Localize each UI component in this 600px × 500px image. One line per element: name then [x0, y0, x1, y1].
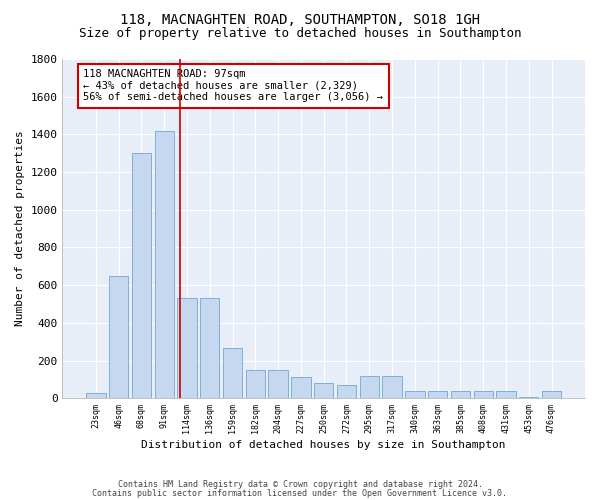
Bar: [291, 376, 311, 398]
Bar: [405, 390, 425, 398]
Bar: [155, 130, 174, 398]
Bar: [337, 385, 356, 398]
Text: Contains HM Land Registry data © Crown copyright and database right 2024.: Contains HM Land Registry data © Crown c…: [118, 480, 482, 489]
Bar: [245, 370, 265, 398]
Bar: [109, 276, 128, 398]
Bar: [200, 298, 220, 398]
Text: Size of property relative to detached houses in Southampton: Size of property relative to detached ho…: [79, 28, 521, 40]
Bar: [314, 383, 334, 398]
Text: 118 MACNAGHTEN ROAD: 97sqm
← 43% of detached houses are smaller (2,329)
56% of s: 118 MACNAGHTEN ROAD: 97sqm ← 43% of deta…: [83, 69, 383, 102]
Bar: [428, 390, 448, 398]
Bar: [451, 390, 470, 398]
Bar: [473, 390, 493, 398]
Bar: [132, 153, 151, 398]
Bar: [268, 370, 288, 398]
Bar: [382, 376, 402, 398]
Text: 118, MACNAGHTEN ROAD, SOUTHAMPTON, SO18 1GH: 118, MACNAGHTEN ROAD, SOUTHAMPTON, SO18 …: [120, 12, 480, 26]
Bar: [86, 392, 106, 398]
Y-axis label: Number of detached properties: Number of detached properties: [15, 130, 25, 326]
Bar: [542, 390, 561, 398]
Text: Contains public sector information licensed under the Open Government Licence v3: Contains public sector information licen…: [92, 488, 508, 498]
Bar: [178, 298, 197, 398]
X-axis label: Distribution of detached houses by size in Southampton: Distribution of detached houses by size …: [142, 440, 506, 450]
Bar: [223, 348, 242, 398]
Bar: [496, 390, 515, 398]
Bar: [359, 376, 379, 398]
